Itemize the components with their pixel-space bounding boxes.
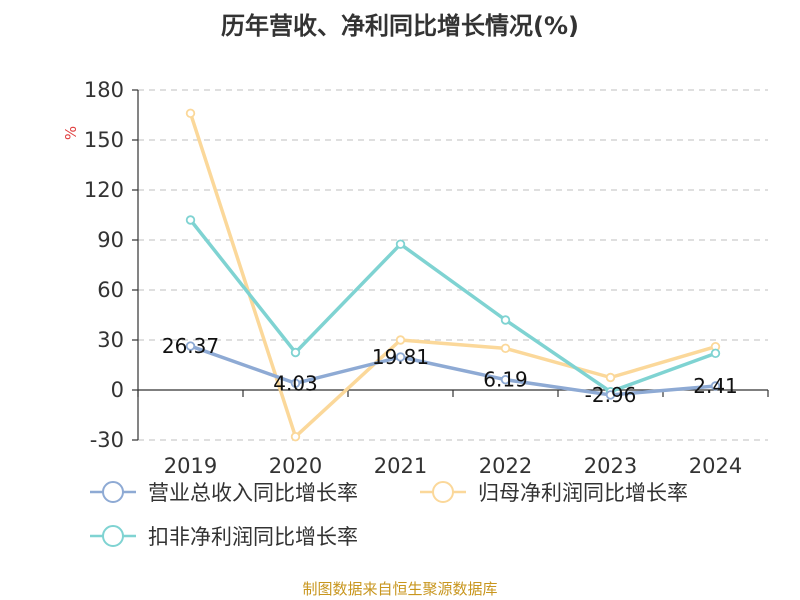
legend-swatch-marker (102, 525, 124, 547)
data-point (395, 352, 406, 362)
axes: -30 0 30 60 90 120 150 180 2019 2020 2021 2022 2023 2… (84, 78, 769, 478)
data-point (185, 341, 196, 351)
x-tick-label: 2021 (374, 454, 427, 478)
y-axis-label: % (62, 126, 80, 140)
data-label: 19.81 (372, 345, 429, 369)
data-label: 2.41 (693, 374, 738, 398)
y-tick-label: 0 (111, 378, 124, 402)
footer-source: 制图数据来自恒生聚源数据库 (302, 580, 498, 598)
data-point (710, 381, 721, 391)
legend-label: 营业总收入同比增长率 (148, 481, 358, 505)
data-point (605, 390, 616, 400)
data-point (500, 343, 511, 354)
grid-lines (138, 89, 768, 441)
data-point (500, 374, 511, 385)
series-lines (185, 108, 721, 442)
data-point (395, 335, 406, 345)
data-point (605, 372, 616, 383)
series-line (188, 111, 718, 439)
data-labels: 26.37 4.03 19.81 6.19 -2.96 2.41 (162, 334, 738, 407)
data-point (290, 431, 301, 442)
data-point (185, 108, 196, 119)
y-tick-label: -30 (90, 428, 124, 452)
data-point (185, 215, 196, 225)
x-tick-label: 2020 (269, 454, 322, 478)
data-point (395, 239, 406, 249)
legend-label: 扣非净利润同比增长率 (148, 525, 358, 549)
data-label: -2.96 (585, 383, 637, 407)
x-tick-label: 2022 (479, 454, 532, 478)
data-label: 6.19 (483, 368, 528, 392)
data-point (290, 347, 301, 358)
chart-title: 历年营收、净利同比增长情况(%) (221, 12, 579, 40)
legend-label: 归母净利润同比增长率 (478, 481, 688, 505)
x-tick-label: 2019 (164, 454, 217, 478)
series-line (188, 218, 718, 394)
y-tick-label: 60 (97, 278, 124, 302)
y-tick-label: 30 (97, 328, 124, 352)
y-tick-label: 150 (84, 128, 124, 152)
x-tick-label: 2023 (584, 454, 637, 478)
data-label: 26.37 (162, 334, 219, 358)
y-tick-label: 90 (97, 228, 124, 252)
data-point (500, 315, 511, 325)
y-tick-label: 180 (84, 78, 124, 102)
legend-swatch-marker (102, 481, 124, 503)
data-point (710, 348, 721, 359)
y-tick-label: 120 (84, 178, 124, 202)
data-label: 4.03 (273, 371, 318, 395)
x-tick-label: 2024 (689, 454, 742, 478)
data-point (290, 378, 301, 388)
legend-swatch-marker (432, 481, 454, 503)
series-line (188, 344, 718, 397)
